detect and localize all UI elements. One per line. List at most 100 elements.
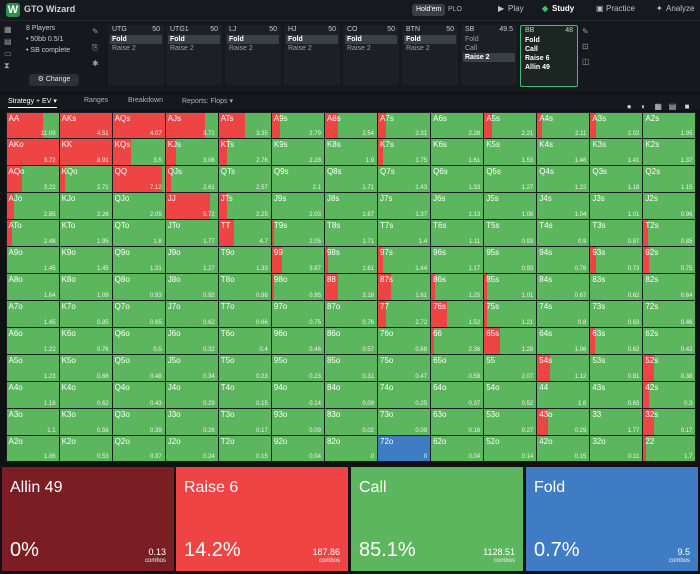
hand-cell[interactable]: K6s 1.61 [431, 139, 484, 166]
hand-cell[interactable]: A3s 2.02 [590, 112, 643, 139]
hand-cell[interactable]: 82s 0.64 [643, 274, 696, 300]
logo-icon[interactable]: W [6, 3, 20, 17]
hand-cell[interactable]: J9o 1.27 [165, 247, 218, 274]
hand-cell[interactable]: J5o 0.34 [165, 354, 218, 381]
hand-cell[interactable]: J2o 0.24 [165, 435, 218, 462]
summary-call[interactable]: Call 85.1% 1128.51 combos [351, 467, 523, 571]
hand-cell[interactable]: 86s 1.25 [431, 274, 484, 300]
hand-cell[interactable]: Q3s 1.18 [590, 166, 643, 193]
hand-cell[interactable]: 96s 1.17 [431, 247, 484, 274]
hand-cell[interactable]: J4o 0.29 [165, 381, 218, 408]
hand-cell[interactable]: 97s 1.44 [378, 247, 431, 274]
summary-fold[interactable]: Fold 0.7% 9.5 combos [526, 467, 698, 571]
hand-cell[interactable]: K5s 1.53 [484, 139, 537, 166]
position-card-sb[interactable]: SB 49.5 Fold Call Raise 2 [461, 25, 517, 85]
hand-cell[interactable]: 86o 0.57 [324, 327, 378, 354]
hand-cell[interactable]: 83s 0.62 [590, 274, 643, 300]
hand-cell[interactable]: A5o 1.23 [6, 354, 59, 381]
copy-icon[interactable]: ⎘ [92, 43, 99, 52]
hand-cell[interactable]: A7o 1.45 [6, 300, 59, 327]
hand-cell[interactable]: K2o 0.53 [59, 435, 112, 462]
position-card-bb[interactable]: BB 48 Fold Call Raise 6 Allin 49 [520, 25, 578, 87]
hand-cell[interactable]: 77 2.72 [378, 300, 431, 327]
hand-cell[interactable]: TT 4.7 [218, 220, 271, 247]
action-option[interactable]: Raise 2 [347, 45, 371, 52]
hand-cell[interactable]: 93o 0.09 [271, 408, 324, 435]
hand-cell[interactable]: T4o 0.15 [218, 381, 271, 408]
hand-cell[interactable]: K7o 0.85 [59, 300, 112, 327]
hand-cell[interactable]: T2o 0.15 [218, 435, 271, 462]
hand-cell[interactable]: T5s 0.93 [484, 220, 537, 247]
hand-cell[interactable]: K5o 0.68 [59, 354, 112, 381]
hand-cell[interactable]: 55 2.07 [484, 354, 537, 381]
hand-cell[interactable]: 52o 0.14 [484, 435, 537, 462]
hand-cell[interactable]: 74s 0.8 [537, 300, 590, 327]
hand-cell[interactable]: K9o 1.45 [59, 247, 112, 274]
tab-breakdown[interactable]: Breakdown [128, 97, 164, 104]
hand-cell[interactable]: J7s 1.37 [378, 193, 431, 220]
hand-cell[interactable]: 76o 0.68 [378, 327, 431, 354]
hand-cell[interactable]: A4s 2.11 [537, 112, 590, 139]
hand-cell[interactable]: 75o 0.47 [378, 354, 431, 381]
hand-cell[interactable]: T8s 1.71 [324, 220, 378, 247]
action-option[interactable]: Raise 2 [288, 45, 312, 52]
hand-cell[interactable]: 87s 1.61 [378, 274, 431, 300]
half-view-icon[interactable]: ◐ [641, 102, 647, 111]
hand-cell[interactable]: Q4o 0.43 [112, 381, 165, 408]
hand-cell[interactable]: K8o 1.09 [59, 274, 112, 300]
hand-cell[interactable]: J4s 1.04 [537, 193, 590, 220]
pencil-icon[interactable]: ✎ [582, 27, 589, 36]
hand-cell[interactable]: QTs 2.57 [218, 166, 271, 193]
lock-icon[interactable]: ⊡ [582, 42, 589, 51]
hand-cell[interactable]: Q4s 1.22 [537, 166, 590, 193]
tab-strategy-ev[interactable]: Strategy + EV ▾ [8, 98, 57, 108]
hand-cell[interactable]: 84s 0.67 [537, 274, 590, 300]
holdem-pill[interactable]: Hold'em [412, 4, 446, 16]
hand-cell[interactable]: A8o 1.64 [6, 274, 59, 300]
hand-cell[interactable]: 42s 0.3 [643, 381, 696, 408]
position-card-utg1[interactable]: UTG1 50 Fold Raise 2 [166, 25, 222, 85]
action-option[interactable]: Raise 6 [525, 55, 550, 62]
action-option[interactable]: Fold [404, 35, 456, 44]
action-option[interactable]: Raise 2 [463, 53, 515, 62]
grid-icon[interactable]: ▦ [4, 25, 12, 34]
table-icon[interactable]: ▭ [4, 49, 12, 58]
action-option[interactable]: Fold [465, 36, 479, 43]
hand-cell[interactable]: QQ 7.12 [112, 166, 165, 193]
hand-cell[interactable]: 94o 0.14 [271, 381, 324, 408]
hand-cell[interactable]: 22 1.7 [643, 435, 696, 462]
hand-cell[interactable]: QJs 2.61 [165, 166, 218, 193]
square-view-icon[interactable]: ■ [684, 102, 690, 111]
tab-reports-flops[interactable]: Reports: Flops ▾ [182, 98, 233, 105]
columns-icon[interactable]: ◫ [582, 57, 590, 66]
hand-cell[interactable]: 98o 0.95 [271, 274, 324, 300]
hand-cell[interactable]: Q2o 0.37 [112, 435, 165, 462]
hand-cell[interactable]: K6o 0.76 [59, 327, 112, 354]
hand-cell[interactable]: 44 1.6 [537, 381, 590, 408]
action-option[interactable]: Raise 2 [406, 45, 430, 52]
hand-cell[interactable]: J2s 0.96 [643, 193, 696, 220]
circle-view-icon[interactable]: ● [626, 102, 632, 111]
hand-cell[interactable]: J8s 1.67 [324, 193, 378, 220]
tab-ranges[interactable]: Ranges [84, 97, 109, 104]
hand-cell[interactable]: A9o 1.45 [6, 247, 59, 274]
hand-cell[interactable]: AKs 4.51 [59, 112, 112, 139]
hand-cell[interactable]: KTo 1.95 [59, 220, 112, 247]
hand-cell[interactable]: 65s 1.28 [484, 327, 537, 354]
hand-cell[interactable]: J3o 0.26 [165, 408, 218, 435]
hand-cell[interactable]: T6s 1.11 [431, 220, 484, 247]
hand-cell[interactable]: 64o 0.37 [431, 381, 484, 408]
hand-cell[interactable]: K2s 1.37 [643, 139, 696, 166]
hand-cell[interactable]: KJo 2.26 [59, 193, 112, 220]
hand-cell[interactable]: Q7o 0.65 [112, 300, 165, 327]
position-card-hj[interactable]: HJ 50 Fold Raise 2 [284, 25, 340, 85]
hand-cell[interactable]: 95o 0.23 [271, 354, 324, 381]
hand-cell[interactable]: 62s 0.42 [643, 327, 696, 354]
hand-cell[interactable]: QTo 1.8 [112, 220, 165, 247]
hand-cell[interactable]: 73s 0.63 [590, 300, 643, 327]
hand-cell[interactable]: T2s 0.85 [643, 220, 696, 247]
hand-cell[interactable]: K4o 0.62 [59, 381, 112, 408]
nav-play[interactable]: ▶ Play [498, 4, 524, 13]
hand-cell[interactable]: T6o 0.4 [218, 327, 271, 354]
hand-cell[interactable]: 53o 0.27 [484, 408, 537, 435]
